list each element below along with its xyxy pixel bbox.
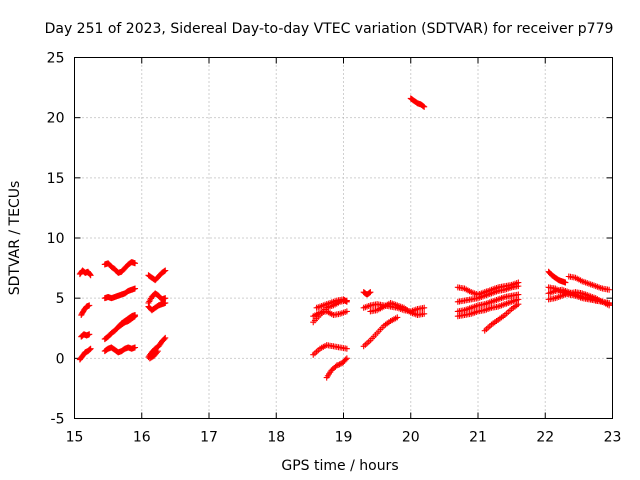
x-tick-label: 15 bbox=[66, 430, 84, 446]
y-tick-label: 25 bbox=[47, 51, 65, 67]
data-point bbox=[87, 345, 94, 352]
data-point bbox=[343, 345, 350, 352]
data-point bbox=[366, 289, 373, 296]
data-point bbox=[86, 302, 93, 309]
data-point bbox=[87, 272, 94, 279]
data-point bbox=[162, 267, 169, 274]
y-tick-label: -5 bbox=[51, 412, 65, 428]
x-tick-label: 21 bbox=[469, 430, 487, 446]
y-tick-label: 5 bbox=[56, 291, 65, 307]
data-point bbox=[343, 355, 350, 362]
data-point bbox=[131, 313, 138, 320]
x-tick-label: 19 bbox=[335, 430, 353, 446]
x-axis-label: GPS time / hours bbox=[281, 458, 398, 474]
data-point bbox=[86, 271, 93, 278]
data-point bbox=[515, 301, 522, 308]
data-point bbox=[132, 313, 139, 320]
grid bbox=[74, 57, 613, 419]
data-point bbox=[333, 362, 340, 369]
data-point bbox=[343, 298, 350, 305]
data-point bbox=[562, 279, 569, 286]
x-tick-label: 17 bbox=[200, 430, 218, 446]
data-point bbox=[132, 285, 139, 292]
data-point bbox=[421, 103, 428, 110]
plot-frame bbox=[74, 57, 613, 419]
data-point bbox=[132, 260, 139, 267]
data-point bbox=[420, 103, 427, 110]
x-tick-label: 18 bbox=[267, 430, 285, 446]
data-point bbox=[335, 361, 342, 368]
data-point bbox=[161, 268, 168, 275]
y-tick-label: 10 bbox=[47, 231, 65, 247]
data-point bbox=[86, 331, 93, 338]
data-point bbox=[367, 289, 374, 296]
x-tick-label: 20 bbox=[402, 430, 420, 446]
data-point bbox=[86, 346, 93, 353]
data-point bbox=[161, 335, 168, 342]
x-tick-labels: 15 16 17 18 19 20 21 22 23 bbox=[66, 430, 622, 446]
data-point bbox=[606, 286, 613, 293]
data-point bbox=[394, 314, 401, 321]
data-point bbox=[162, 334, 169, 341]
data-point bbox=[132, 344, 139, 351]
y-tick-label: 0 bbox=[56, 351, 65, 367]
x-tick-label: 22 bbox=[536, 430, 554, 446]
y-tick-labels: -5 0 5 10 15 20 25 bbox=[47, 51, 65, 428]
data-point bbox=[162, 299, 169, 306]
data-point bbox=[421, 304, 428, 311]
data-point bbox=[343, 308, 350, 315]
y-axis-label: SDTVAR / TECUs bbox=[7, 181, 23, 296]
data-point bbox=[153, 349, 160, 356]
data-point bbox=[342, 356, 349, 363]
data-point bbox=[421, 310, 428, 317]
data-point bbox=[343, 298, 350, 305]
data-point bbox=[515, 283, 522, 290]
data-points bbox=[76, 95, 613, 381]
data-point bbox=[606, 302, 613, 309]
y-tick-label: 15 bbox=[47, 171, 65, 187]
data-point bbox=[154, 348, 161, 355]
chart-title: Day 251 of 2023, Sidereal Day-to-day VTE… bbox=[45, 21, 614, 37]
x-tick-label: 23 bbox=[604, 430, 622, 446]
data-point bbox=[336, 361, 343, 368]
x-tick-label: 16 bbox=[133, 430, 151, 446]
data-point bbox=[86, 346, 93, 353]
y-tick-label: 20 bbox=[47, 111, 65, 127]
